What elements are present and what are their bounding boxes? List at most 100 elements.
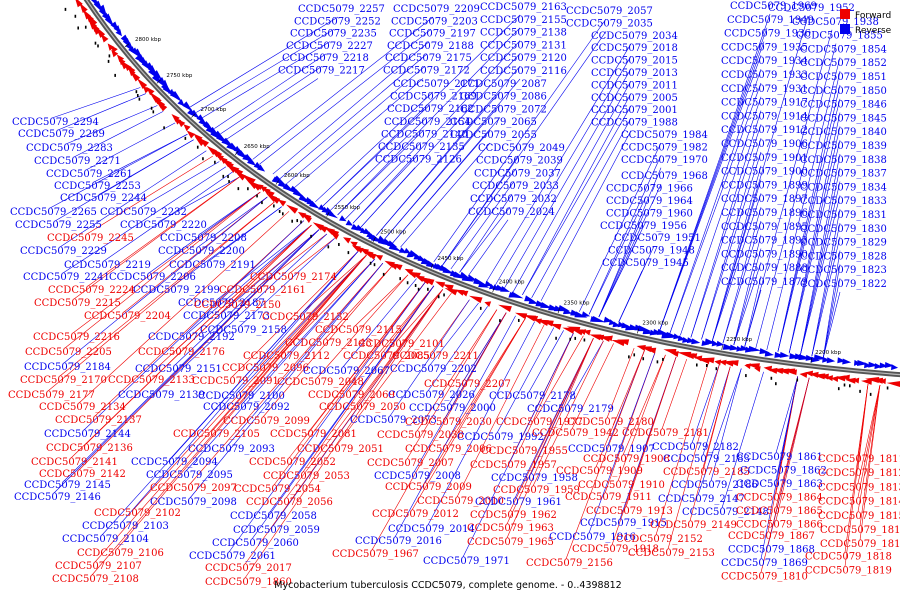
gene-label: CCDC5079_2067 <box>303 366 390 377</box>
forward-gene <box>297 211 307 219</box>
label-connector <box>811 209 841 357</box>
rna-feature <box>310 234 312 238</box>
forward-gene <box>781 368 796 375</box>
legend-swatch <box>840 9 850 19</box>
label-connector <box>722 220 762 344</box>
label-connector <box>252 16 434 160</box>
rna-feature <box>114 73 116 77</box>
gene-label: CCDC5079_2197 <box>389 29 476 40</box>
forward-gene <box>871 377 884 384</box>
label-connector <box>760 377 810 573</box>
label-connector <box>690 124 762 338</box>
gene-label: CCDC5079_1895 <box>721 222 808 233</box>
gene-label: CCDC5079_2185 <box>663 467 750 478</box>
gene-label: CCDC5079_2091 <box>192 376 279 387</box>
gene-label: CCDC5079_1828 <box>800 251 887 262</box>
gene-label: CCDC5079_2135 <box>378 142 465 153</box>
gene-label: CCDC5079_2147 <box>658 494 745 505</box>
label-connector <box>172 206 282 287</box>
label-connector <box>667 364 720 550</box>
reverse-gene <box>182 101 193 112</box>
gene-label: CCDC5079_2085 <box>343 351 430 362</box>
gene-label: CCDC5079_1899 <box>721 180 808 191</box>
forward-gene <box>79 2 88 14</box>
gene-label: CCDC5079_1914 <box>721 111 808 122</box>
label-connector <box>345 142 422 220</box>
label-connector <box>187 224 312 334</box>
label-connector <box>397 289 443 341</box>
forward-gene <box>375 254 384 261</box>
reverse-gene <box>637 325 652 332</box>
gene-label: CCDC5079_2224 <box>48 285 135 296</box>
rna-feature <box>163 126 165 130</box>
gene-label: CCDC5079_1869 <box>721 558 808 569</box>
reverse-gene <box>842 358 852 365</box>
gene-label: CCDC5079_2073 <box>350 415 437 426</box>
rna-feature <box>108 54 111 58</box>
label-connector <box>376 91 501 236</box>
label-connector <box>800 181 841 355</box>
gene-label: CCDC5079_2057 <box>566 6 653 17</box>
forward-gene <box>107 43 115 51</box>
gene-label: CCDC5079_1890 <box>721 249 808 260</box>
gene-label: CCDC5079_2172 <box>383 66 470 77</box>
forward-gene <box>639 346 653 353</box>
label-connector <box>777 84 841 352</box>
gene-label: CCDC5079_2209 <box>393 4 480 15</box>
gene-label: CCDC5079_2134 <box>39 402 126 413</box>
label-connector <box>371 312 507 551</box>
gene-label: CCDC5079_2026 <box>388 390 475 401</box>
kbp-ticks: 2800 kbp 2750 kbp 2700 kbp 2650 kbp 2600 kbp… <box>124 37 842 363</box>
forward-gene <box>605 335 613 342</box>
label-connector <box>588 196 647 315</box>
label-connector <box>659 41 765 332</box>
label-connector <box>444 318 526 446</box>
gene-label: CCDC5079_1952 <box>768 3 855 14</box>
gene-label: CCDC5079_1984 <box>621 130 708 141</box>
gene-label: CCDC5079_1910 <box>578 480 665 491</box>
rna-feature <box>184 136 187 140</box>
tick-label: 2300 kbp <box>642 321 668 327</box>
reverse-gene <box>656 329 670 335</box>
legend-label: Reverse <box>855 26 892 36</box>
gene-label: CCDC5079_1916 <box>549 532 636 543</box>
gene-label: CCDC5079_1948 <box>608 246 695 257</box>
label-connector <box>579 142 662 312</box>
gene-label: CCDC5079_1840 <box>800 127 887 138</box>
label-connector <box>777 71 841 352</box>
gene-label: CCDC5079_1813 <box>818 482 900 493</box>
gene-label: CCDC5079_2245 <box>47 233 134 244</box>
gene-label: CCDC5079_2013 <box>591 68 678 79</box>
label-connector <box>531 118 632 298</box>
label-connector <box>697 368 742 496</box>
label-connector <box>512 80 632 292</box>
forward-gene <box>701 357 715 364</box>
label-connector <box>711 15 809 342</box>
gene-label: CCDC5079_2255 <box>15 220 102 231</box>
label-connector <box>622 354 666 456</box>
reverse-gene <box>403 247 411 254</box>
gene-label: CCDC5079_1893 <box>721 236 808 247</box>
gene-label: CCDC5079_2049 <box>478 143 565 154</box>
gene-label: CCDC5079_2106 <box>77 548 164 559</box>
label-connector <box>103 171 233 262</box>
label-connector <box>121 250 359 523</box>
label-connector <box>65 105 158 145</box>
gene-label: CCDC5079_2200 <box>158 246 245 257</box>
forward-gene <box>350 241 358 248</box>
reverse-gene <box>736 345 743 352</box>
rna-feature <box>656 360 659 364</box>
rna-feature <box>300 220 302 224</box>
label-connector <box>468 219 509 276</box>
label-connector <box>522 93 632 295</box>
rna-feature <box>417 287 420 291</box>
gene-label: CCDC5079_2072 <box>460 104 547 115</box>
gene-label: CCDC5079_2038 <box>377 430 464 441</box>
gene-label: CCDC5079_2283 <box>26 143 113 154</box>
tick-label: 2500 kbp <box>380 230 406 236</box>
label-connector <box>189 263 384 499</box>
gene-label: CCDC5079_2112 <box>243 351 330 362</box>
forward-gene <box>804 370 814 377</box>
gene-label: CCDC5079_2032 <box>470 194 557 205</box>
label-connector <box>588 352 656 534</box>
